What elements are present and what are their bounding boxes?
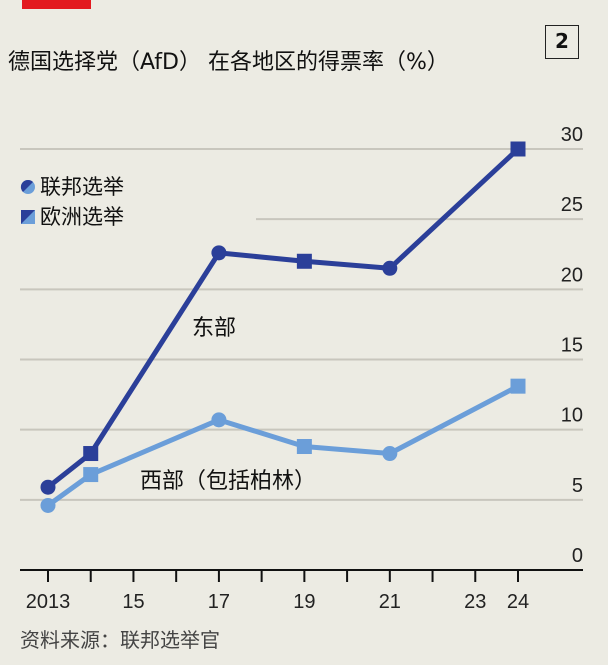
x-tick-label: 2013	[26, 591, 71, 613]
square-marker-icon	[21, 210, 35, 224]
legend-label: 欧洲选举	[40, 205, 124, 229]
y-tick-label: 15	[561, 335, 583, 357]
data-point-circle	[40, 479, 56, 495]
y-tick-label: 10	[561, 405, 583, 427]
data-point-circle	[382, 260, 398, 276]
x-tick-label: 23	[464, 591, 486, 613]
data-point-square	[510, 378, 526, 394]
y-tick-label: 20	[561, 264, 583, 286]
data-point-circle	[211, 412, 227, 428]
y-tick-label: 30	[561, 124, 583, 146]
data-point-square	[296, 439, 312, 455]
y-tick-label: 5	[572, 475, 583, 497]
data-point-circle	[40, 497, 56, 513]
x-tick-label: 21	[379, 591, 401, 613]
source-note: 资料来源：联邦选举官	[20, 628, 220, 652]
data-point-square	[83, 446, 99, 462]
x-tick-label: 24	[507, 591, 529, 613]
x-tick-label: 19	[293, 591, 315, 613]
legend: 联邦选举 欧洲选举	[20, 172, 124, 232]
y-tick-label: 25	[561, 194, 583, 216]
circle-marker-icon	[20, 179, 35, 194]
data-point-square	[510, 141, 526, 157]
chart-number-badge: 2	[545, 25, 579, 59]
legend-item-federal: 联邦选举	[20, 172, 124, 202]
series-label-west: 西部（包括柏林）	[140, 469, 316, 494]
series-label-east: 东部	[192, 316, 236, 341]
data-point-square	[296, 253, 312, 269]
data-point-circle	[211, 245, 227, 261]
legend-item-european: 欧洲选举	[20, 202, 124, 232]
x-tick-label: 17	[208, 591, 230, 613]
data-point-circle	[382, 446, 398, 462]
brand-bar	[22, 0, 91, 9]
legend-label: 联邦选举	[40, 175, 124, 199]
chart-title: 德国选择党（AfD） 在各地区的得票率（%）	[8, 50, 449, 75]
data-point-square	[83, 467, 99, 483]
x-tick-label: 15	[122, 591, 144, 613]
y-tick-label: 0	[572, 545, 583, 567]
